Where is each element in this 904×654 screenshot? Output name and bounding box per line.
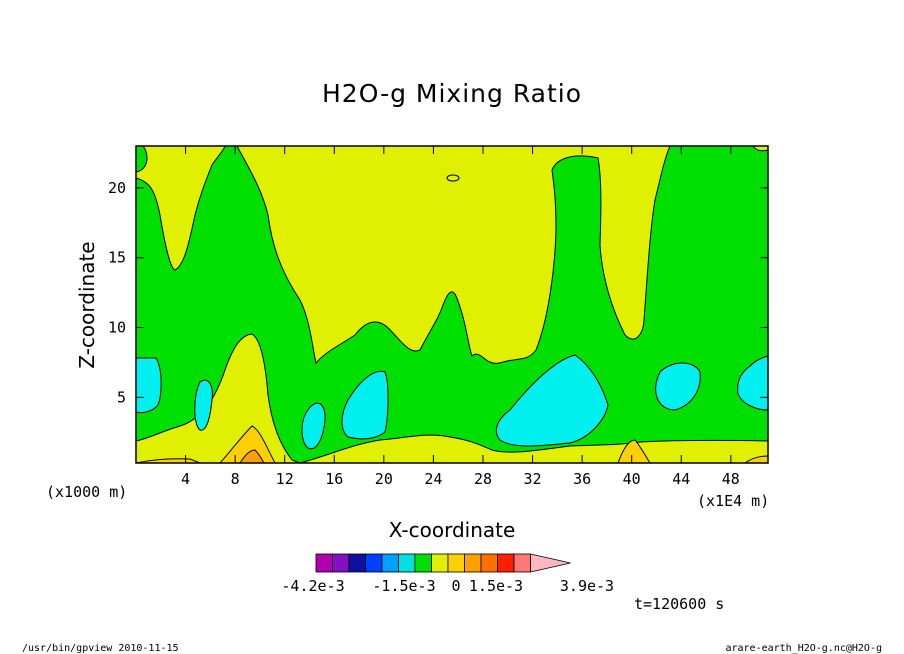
- colorbar-swatch: [398, 553, 416, 573]
- colorbar-swatch: [447, 553, 465, 573]
- x-tick-label: 48: [722, 470, 740, 488]
- colorbar-label: -1.5e-3: [372, 577, 435, 595]
- contour-band-cyan-6: [655, 362, 701, 411]
- y-tick-label: 10: [108, 319, 126, 337]
- footer-left: /usr/bin/gpview 2010-11-15: [22, 643, 179, 654]
- contour-band-yellow-topright: [752, 146, 768, 152]
- colorbar-swatch: [348, 553, 366, 573]
- contour-band-cyan-left: [136, 357, 162, 414]
- y-tick-label: 20: [108, 179, 126, 197]
- x-tick-label: 28: [474, 470, 492, 488]
- contour-band-yellow-upper: [236, 146, 671, 365]
- contour-band-cyan-2: [194, 379, 213, 431]
- x-tick-label: 24: [424, 470, 442, 488]
- colorbar-label: 0: [451, 577, 460, 595]
- x-tick-label: 44: [672, 470, 690, 488]
- y-axis-ticks: 5 10 15 20: [108, 179, 768, 406]
- contour-band-cyan-7: [737, 355, 768, 411]
- x-unit-label: (x1000 m): [46, 483, 127, 501]
- colorbar-swatch: [414, 553, 432, 573]
- colorbar-swatch: [464, 553, 482, 573]
- contour-field: [136, 146, 768, 463]
- contour-band-orange-2: [136, 458, 201, 463]
- colorbar-label: 3.9e-3: [560, 577, 614, 595]
- chart-title: H2O-g Mixing Ratio: [322, 79, 582, 108]
- contour-band-yellow-topleft: [136, 146, 226, 271]
- colorbar-swatch: [332, 553, 350, 573]
- contour-band-yellow-lower: [136, 333, 301, 463]
- y-axis-label: Z-coordinate: [75, 241, 99, 368]
- contour-band-orange-5: [239, 449, 265, 463]
- contour-band-yellow-lower-right: [299, 434, 768, 463]
- x-scale-label: (x1E4 m): [697, 492, 769, 510]
- x-tick-label: 16: [325, 470, 343, 488]
- y-tick-label: 5: [117, 388, 126, 406]
- contour-band-orange-3: [617, 439, 651, 463]
- colorbar-swatch: [315, 553, 333, 573]
- x-tick-label: 12: [276, 470, 294, 488]
- x-axis-label: X-coordinate: [389, 518, 516, 542]
- x-tick-label: 4: [181, 470, 190, 488]
- x-tick-label: 8: [231, 470, 240, 488]
- colorbar-swatch: [480, 553, 498, 573]
- x-axis-ticks: 4 8 12 16 20 24 28 32 36 40 44 48: [181, 146, 740, 488]
- contour-band-cyan-5: [495, 354, 609, 447]
- x-tick-label: 32: [524, 470, 542, 488]
- colorbar: [315, 553, 571, 573]
- colorbar-swatch: [513, 553, 531, 573]
- x-tick-label: 20: [375, 470, 393, 488]
- contour-band-cyan-4: [341, 370, 389, 440]
- colorbar-swatch: [365, 553, 383, 573]
- contour-band-yellow-island: [446, 174, 460, 182]
- plot-frame: [135, 145, 769, 464]
- contour-band-orange-4: [744, 455, 768, 463]
- colorbar-labels: -4.2e-3 -1.5e-3 0 1.5e-3 3.9e-3: [281, 577, 614, 595]
- x-tick-label: 36: [573, 470, 591, 488]
- x-tick-label: 40: [623, 470, 641, 488]
- colorbar-label: -4.2e-3: [281, 577, 344, 595]
- contour-band-cyan-3: [301, 402, 326, 450]
- colorbar-swatch: [497, 553, 515, 573]
- time-label: t=120600 s: [634, 595, 724, 613]
- contour-band-orange-1: [219, 425, 276, 463]
- colorbar-arrow: [530, 553, 571, 573]
- colorbar-label: 1.5e-3: [469, 577, 523, 595]
- colorbar-swatch: [431, 553, 449, 573]
- colorbar-swatch: [381, 553, 399, 573]
- y-tick-label: 15: [108, 249, 126, 267]
- footer-right: arare-earth_H2O-g.nc@H2O-g: [725, 643, 882, 654]
